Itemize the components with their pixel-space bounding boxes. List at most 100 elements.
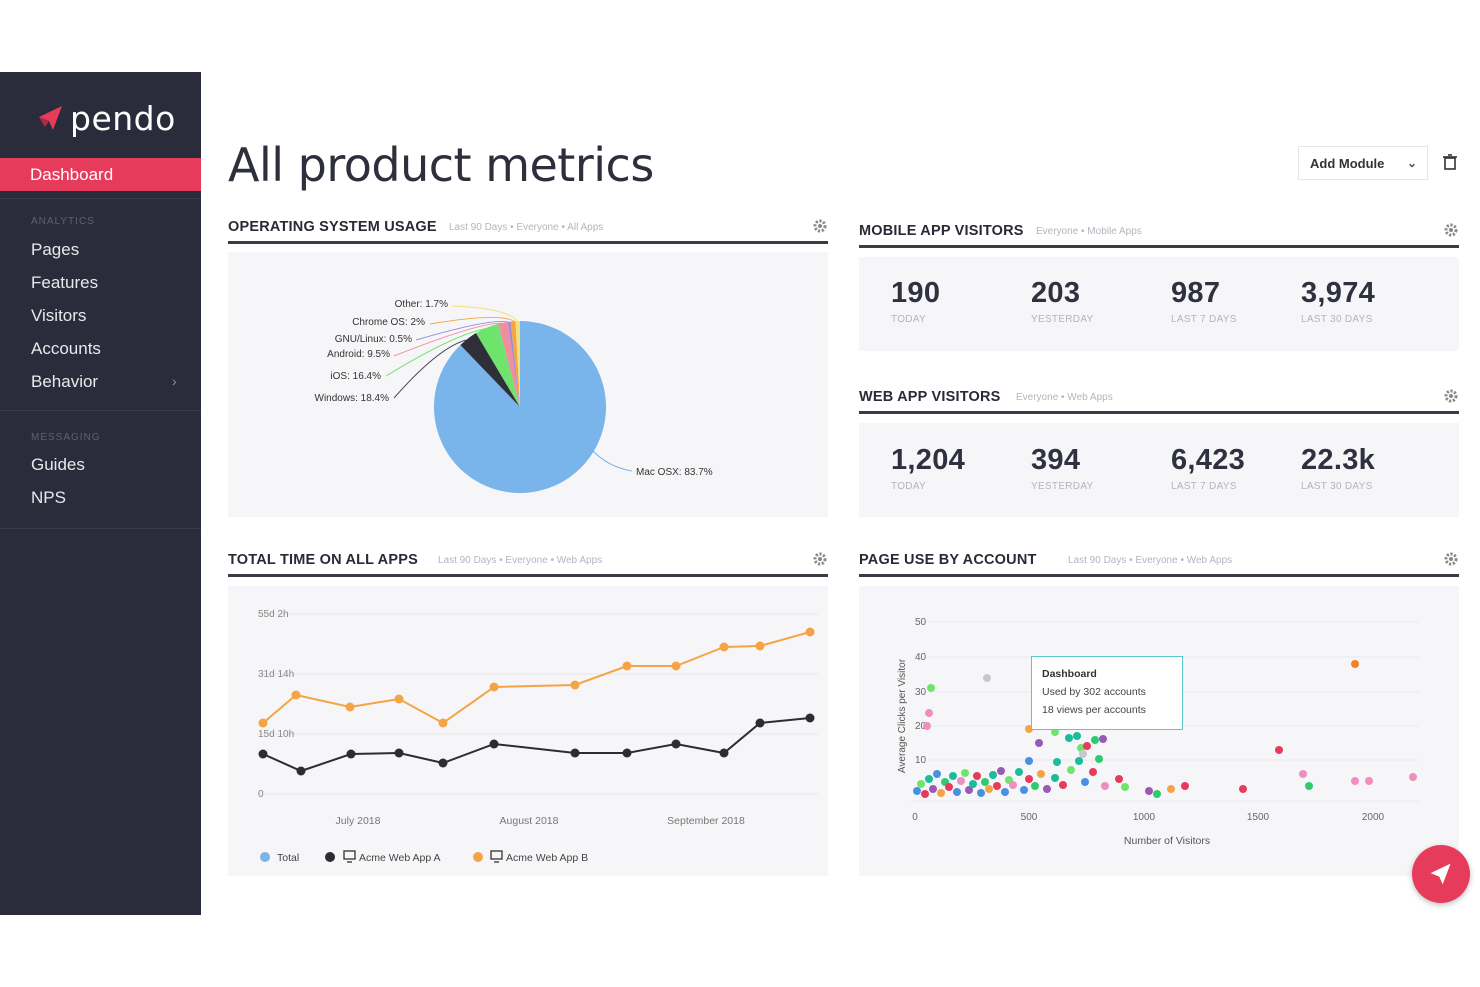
y-tick: 15d 10h [258, 729, 294, 740]
x-tick: September 2018 [667, 815, 745, 827]
tooltip-title: Dashboard [1042, 668, 1097, 680]
web-visitors-title: WEB APP VISITORS [859, 389, 1001, 405]
pie-slice-chrome[interactable] [510, 321, 521, 407]
add-module-button[interactable]: Add Module ⌄ [1298, 146, 1428, 180]
legend-app-a[interactable]: Acme Web App A [359, 852, 441, 864]
pie-label-mac: Mac OSX: 83.7% [636, 467, 713, 478]
x-tick: 2000 [1362, 812, 1385, 823]
x-tick: 0 [912, 812, 918, 823]
os-pie-chart: Other: 1.7% Chrome OS: 2% GNU/Linux: 0.5… [315, 299, 713, 493]
pie-label-windows: Windows: 18.4% [315, 393, 390, 404]
legend-total[interactable]: Total [277, 852, 299, 864]
x-tick: 1000 [1133, 812, 1156, 823]
y-tick: 30 [915, 687, 927, 698]
sidebar-item-visitors[interactable]: Visitors [31, 306, 87, 325]
metric-value: 3,974 [1301, 277, 1376, 309]
metric-today: 1,204 TODAY [891, 444, 965, 492]
metric-value: 22.3k [1301, 444, 1376, 476]
divider [0, 198, 201, 199]
os-usage-panel: Other: 1.7% Chrome OS: 2% GNU/Linux: 0.5… [228, 252, 828, 517]
gear-icon[interactable] [1443, 222, 1459, 238]
line-chart: 55d 2h 31d 14h 15d 10h 0 July 2018 Augus… [258, 609, 818, 864]
pie-slice-android[interactable] [498, 322, 520, 407]
pie-slice-linux[interactable] [508, 321, 520, 407]
mobile-visitors-header: MOBILE APP VISITORS Everyone • Mobile Ap… [859, 223, 1459, 248]
pendo-resource-center-button[interactable] [1412, 845, 1470, 903]
legend-dot-app-a [325, 852, 335, 862]
pie-label-linux: GNU/Linux: 0.5% [335, 334, 412, 345]
pie-label-other: Other: 1.7% [395, 299, 448, 310]
x-tick: 1500 [1247, 812, 1270, 823]
y-tick: 31d 14h [258, 669, 294, 680]
gear-icon[interactable] [812, 218, 828, 234]
web-visitors-header: WEB APP VISITORS Everyone • Web Apps [859, 389, 1459, 414]
pie-slice-ios[interactable] [476, 323, 520, 407]
series-line-app-a [262, 717, 811, 773]
metric-today: 190 TODAY [891, 277, 940, 325]
gear-icon[interactable] [812, 551, 828, 567]
sidebar-item-guides[interactable]: Guides [31, 455, 85, 474]
y-tick: 20 [915, 721, 927, 732]
page-use-subtitle: Last 90 Days • Everyone • Web Apps [1068, 555, 1233, 566]
pie-slice-windows[interactable] [460, 333, 520, 407]
gear-icon[interactable] [1443, 388, 1459, 404]
legend-dot-app-b [473, 852, 483, 862]
os-usage-subtitle: Last 90 Days • Everyone • All Apps [449, 222, 604, 233]
metric-value: 987 [1171, 277, 1221, 309]
metric-label: YESTERDAY [1031, 481, 1094, 492]
y-tick: 55d 2h [258, 609, 289, 620]
pie-slice-other[interactable] [515, 320, 521, 407]
chevron-right-icon[interactable]: › [172, 373, 177, 389]
metric-last-30-days: 22.3k LAST 30 DAYS [1301, 444, 1375, 492]
page-use-panel: 50 40 30 20 10 Average Clicks per Visito… [859, 586, 1459, 876]
sidebar-item-nps[interactable]: NPS [31, 488, 66, 507]
metric-last-7-days: 987 LAST 7 DAYS [1171, 277, 1237, 325]
x-tick: 500 [1021, 812, 1038, 823]
sidebar-item-features[interactable]: Features [31, 273, 99, 292]
sidebar-item-pages[interactable]: Pages [31, 240, 80, 259]
sidebar: pendo Dashboard ANALYTICS Pages Features… [0, 72, 201, 915]
metric-label: LAST 30 DAYS [1301, 314, 1373, 325]
metric-yesterday: 394 YESTERDAY [1031, 444, 1094, 492]
tooltip-line: 18 views per accounts [1042, 704, 1146, 716]
metric-label: TODAY [891, 314, 927, 325]
scatter-tooltip: Dashboard Used by 302 accounts 18 views … [1031, 656, 1183, 730]
x-tick: August 2018 [500, 815, 559, 827]
pie-label-android: Android: 9.5% [327, 349, 390, 360]
total-time-header: TOTAL TIME ON ALL APPS Last 90 Days • Ev… [228, 552, 828, 577]
add-module-label: Add Module [1310, 155, 1385, 171]
mobile-visitors-subtitle: Everyone • Mobile Apps [1036, 226, 1142, 237]
metric-value: 394 [1031, 444, 1081, 476]
metric-value: 190 [891, 277, 941, 309]
section-label-analytics: ANALYTICS [31, 216, 95, 227]
metric-label: LAST 30 DAYS [1301, 481, 1373, 492]
sidebar-item-behavior[interactable]: Behavior [31, 372, 99, 391]
sidebar-item-accounts[interactable]: Accounts [31, 339, 101, 358]
series-line-app-b [262, 631, 811, 725]
mobile-visitors-title: MOBILE APP VISITORS [859, 223, 1024, 239]
y-tick: 40 [915, 652, 927, 663]
monitor-icon [343, 850, 356, 863]
pie-label-ios: iOS: 16.4% [330, 371, 381, 382]
tooltip-line: Used by 302 accounts [1042, 686, 1146, 698]
total-time-subtitle: Last 90 Days • Everyone • Web Apps [438, 555, 603, 566]
total-time-panel: 55d 2h 31d 14h 15d 10h 0 July 2018 Augus… [228, 586, 828, 876]
metric-value: 6,423 [1171, 444, 1246, 476]
chevron-down-icon: ⌄ [1406, 156, 1417, 170]
legend-app-b[interactable]: Acme Web App B [506, 852, 588, 864]
os-usage-title: OPERATING SYSTEM USAGE [228, 219, 437, 235]
pendo-logo[interactable]: pendo [36, 98, 176, 138]
sidebar-item-dashboard[interactable]: Dashboard [0, 158, 201, 191]
gear-icon[interactable] [1443, 551, 1459, 567]
mobile-visitors-panel: 190 TODAY 203 YESTERDAY 987 LAST 7 DAYS … [859, 257, 1459, 351]
scatter-chart: 50 40 30 20 10 Average Clicks per Visito… [897, 617, 1419, 847]
pie-slice-mac[interactable] [433, 321, 606, 493]
metric-label: LAST 7 DAYS [1171, 314, 1237, 325]
os-usage-header: OPERATING SYSTEM USAGE Last 90 Days • Ev… [228, 219, 828, 244]
page-use-header: PAGE USE BY ACCOUNT Last 90 Days • Every… [859, 552, 1459, 577]
web-visitors-panel: 1,204 TODAY 394 YESTERDAY 6,423 LAST 7 D… [859, 423, 1459, 517]
legend-dot-total [260, 852, 270, 862]
series-points-app-a [258, 713, 815, 776]
section-label-messaging: MESSAGING [31, 432, 101, 443]
trash-icon[interactable] [1440, 152, 1460, 172]
